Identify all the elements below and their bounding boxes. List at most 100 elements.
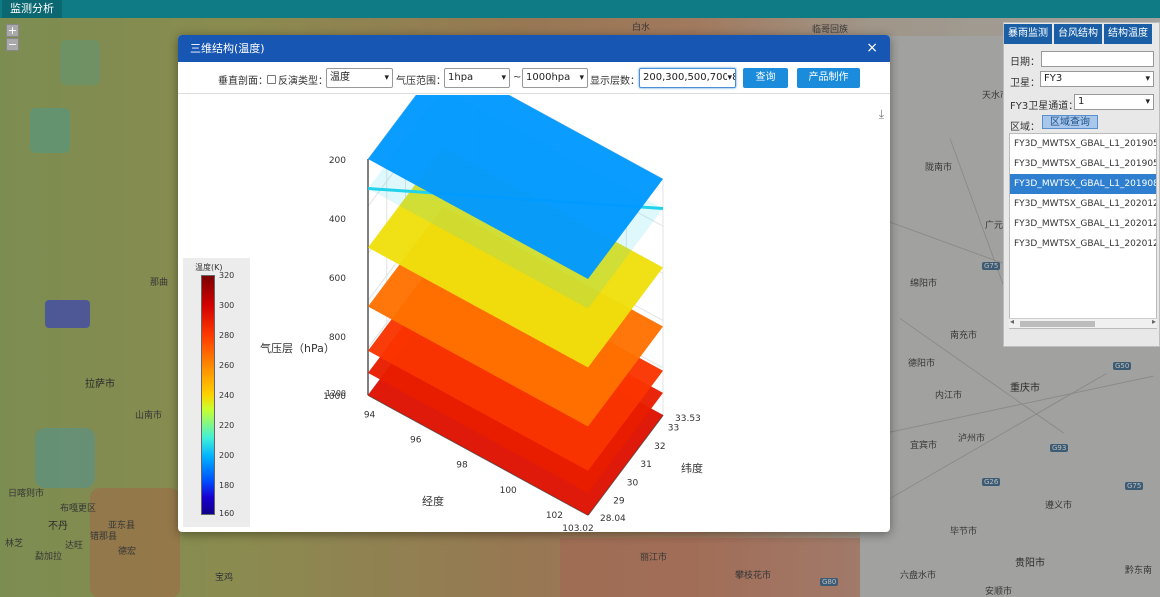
map-label: 内江市 — [935, 391, 963, 401]
map-label: 黔东南 — [1125, 566, 1153, 576]
colorbar-tick: 160 — [219, 509, 235, 518]
zoom-out-button[interactable]: − — [6, 38, 19, 51]
map-label: 天水市 — [982, 91, 1010, 101]
list-item[interactable]: FY3D_MWTSX_GBAL_L1_20190501 — [1014, 139, 1156, 149]
pressure-from-value: 1hpa — [448, 72, 474, 83]
map-label: 陇南市 — [925, 163, 953, 173]
map-label: 重庆市 — [1010, 383, 1040, 394]
scroll-left-icon[interactable]: ◂ — [1010, 317, 1015, 326]
pressure-from-select[interactable]: 1hpa ▾ — [444, 68, 510, 88]
chevron-down-icon: ▾ — [1145, 97, 1150, 107]
satellite-value: FY3 — [1044, 73, 1063, 84]
y-axis-label: 纬度 — [681, 461, 703, 475]
date-label: 日期： — [1010, 57, 1040, 68]
map-label: 临哥回族 — [812, 25, 849, 35]
list-item[interactable]: FY3D_MWTSX_GBAL_L1_20201201 — [1014, 199, 1156, 209]
file-list[interactable]: FY3D_MWTSX_GBAL_L1_20190501 FY3D_MWTSX_G… — [1009, 133, 1157, 329]
levels-label: 显示层数： — [590, 76, 640, 87]
map-label: 广元 — [985, 221, 1004, 231]
colorbar-title: 温度(K) — [195, 263, 223, 272]
area-label: 区域： — [1010, 122, 1040, 133]
area-query-button[interactable]: 区域查询 — [1042, 115, 1098, 129]
chevron-down-icon: ▾ — [727, 69, 732, 87]
heat-patch-cyan-2 — [35, 428, 95, 488]
map-label: 拉萨市 — [85, 379, 115, 390]
list-item[interactable]: FY3D_MWTSX_GBAL_L1_20190501 — [1014, 159, 1156, 169]
levels-select[interactable]: 200,300,500,700,8 ▾ — [639, 68, 736, 88]
y-tick-label: 32 — [654, 442, 665, 452]
highway-badge: G93 — [1050, 444, 1069, 452]
heat-patch-blue — [45, 300, 90, 328]
zoom-in-button[interactable]: + — [6, 24, 19, 37]
query-button[interactable]: 查询 — [743, 68, 788, 88]
section-label: 垂直剖面： — [218, 76, 268, 87]
y-tick-label: 31 — [640, 460, 651, 470]
colorbar-gradient — [201, 275, 215, 515]
list-item[interactable]: FY3D_MWTSX_GBAL_L1_20190811 — [1010, 174, 1156, 194]
map-label: 林芝 — [5, 539, 24, 549]
structure-dialog: 三维结构(温度) × 垂直剖面： 反演类型： 温度 ▾ 气压范围： 1hpa ▾ ~… — [178, 35, 890, 532]
highway-badge: G75 — [1125, 482, 1144, 490]
tab-structure-temp[interactable]: 结构温度 — [1104, 24, 1152, 44]
map-label: 攀枝花市 — [735, 571, 772, 581]
tab-typhoon[interactable]: 台风结构 — [1054, 24, 1102, 44]
map-label: 泸州市 — [958, 434, 986, 444]
satellite-select[interactable]: FY3 ▾ — [1040, 71, 1154, 87]
y-tick-label: 29 — [613, 497, 625, 507]
map-label: 德宏 — [118, 547, 137, 557]
z-axis-label: 气压层（hPa） — [260, 341, 335, 355]
colorbar-tick: 320 — [219, 271, 235, 280]
right-panel: 暴雨监测 台风结构 结构温度 日期： 卫星： FY3 ▾ FY3卫星通道： 1 ▾ … — [1003, 22, 1160, 347]
section-checkbox[interactable] — [267, 75, 276, 84]
map-label: 宝鸡 — [215, 573, 234, 583]
list-item[interactable]: FY3D_MWTSX_GBAL_L1_20201201 — [1014, 219, 1156, 229]
tab-rainstorm[interactable]: 暴雨监测 — [1004, 24, 1052, 44]
list-item[interactable]: FY3D_MWTSX_GBAL_L1_20201201 — [1014, 239, 1156, 249]
colorbar-tick: 260 — [219, 361, 235, 370]
map-label: 白水 — [632, 23, 651, 33]
pressure-to-select[interactable]: 1000hpa ▾ — [522, 68, 588, 88]
y-tick-label: 28.04 — [600, 514, 626, 524]
z-tick-label: 200 — [329, 156, 346, 166]
x-tick-label: 94 — [364, 410, 376, 420]
horizontal-scrollbar[interactable]: ◂ ▸ — [1009, 317, 1157, 328]
map-label: 绵阳市 — [910, 279, 938, 289]
map-label: 六盘水市 — [900, 571, 937, 581]
invert-type-select[interactable]: 温度 ▾ — [326, 68, 393, 88]
y-tick-label: 33 — [668, 424, 679, 434]
x-tick-label: 98 — [456, 461, 468, 471]
chevron-down-icon: ▾ — [501, 69, 506, 87]
dialog-toolbar: 垂直剖面： 反演类型： 温度 ▾ 气压范围： 1hpa ▾ ~ 1000hpa ▾ 显… — [178, 64, 890, 94]
chevron-down-icon: ▾ — [1145, 74, 1150, 84]
channel-value: 1 — [1078, 96, 1085, 107]
levels-value: 200,300,500,700,8 — [643, 72, 736, 83]
heat-patch-cyan-1 — [30, 108, 70, 153]
map-label: 亚东县 — [108, 521, 136, 531]
map-label: 日喀则市 — [8, 489, 45, 499]
make-product-button[interactable]: 产品制作 — [797, 68, 860, 88]
colorbar-tick: 280 — [219, 331, 235, 340]
x-tick-label: 100 — [500, 486, 517, 496]
invert-type-label: 反演类型： — [278, 76, 328, 87]
dialog-title: 三维结构(温度) — [190, 42, 265, 55]
map-label: 达旺 — [65, 541, 84, 551]
z-tick-label: 1000 — [323, 392, 346, 402]
map-label: 德阳市 — [908, 359, 936, 369]
scroll-right-icon[interactable]: ▸ — [1151, 317, 1156, 326]
map-label: 安顺市 — [985, 587, 1013, 597]
heat-patch-orange — [90, 488, 180, 597]
download-icon[interactable]: ⤓ — [878, 107, 884, 121]
dialog-header: 三维结构(温度) × — [178, 35, 890, 62]
map-label: 南充市 — [950, 331, 978, 341]
satellite-label: 卫星： — [1010, 78, 1040, 89]
map-label: 遵义市 — [1045, 501, 1073, 511]
top-bar: 监测分析 — [0, 0, 1160, 18]
colorbar-tick: 180 — [219, 481, 235, 490]
z-tick-label: 1200 — [326, 389, 346, 398]
close-icon[interactable]: × — [866, 40, 878, 56]
date-input[interactable] — [1041, 51, 1154, 67]
pressure-to-value: 1000hpa — [526, 72, 571, 83]
channel-select[interactable]: 1 ▾ — [1074, 94, 1154, 110]
scrollbar-thumb[interactable] — [1020, 321, 1095, 327]
monitor-analysis-tab[interactable]: 监测分析 — [2, 0, 62, 18]
